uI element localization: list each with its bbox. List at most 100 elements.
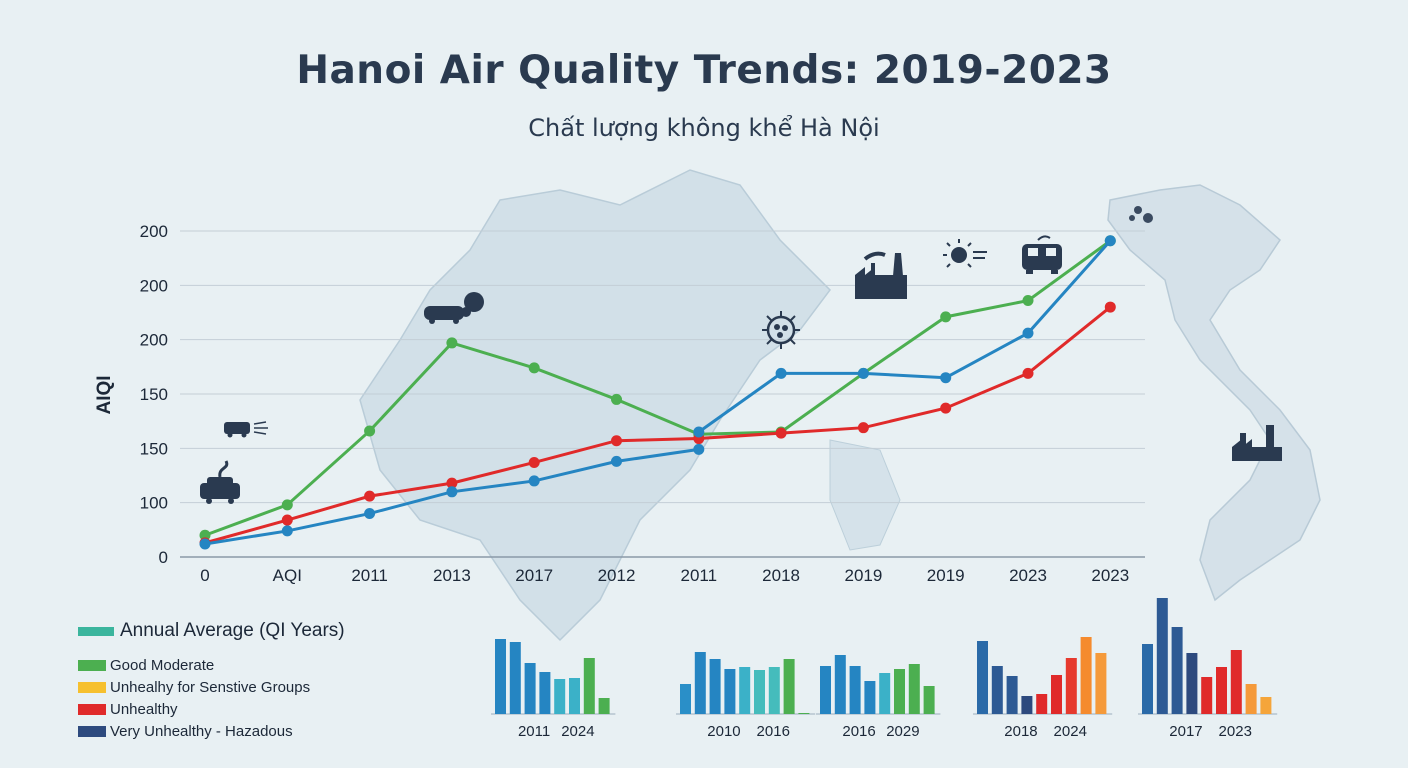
bar xyxy=(908,664,920,714)
data-point xyxy=(1104,301,1116,313)
bar xyxy=(1260,697,1272,714)
x-tick-label: 2012 xyxy=(598,566,636,585)
bar-group-label: 2016 xyxy=(842,723,875,740)
virus-icon xyxy=(762,311,800,349)
legend-label: Good Moderate xyxy=(110,656,215,674)
legend-main-label: Annual Average (QI Years) xyxy=(120,620,345,641)
chart-title: Hanoi Air Quality Trends: 2019-2023 xyxy=(296,48,1112,93)
bar xyxy=(1171,627,1183,714)
bar xyxy=(1186,653,1198,714)
bar xyxy=(923,686,935,714)
bar-group-label: 2016 xyxy=(757,723,790,740)
series-line xyxy=(204,305,1112,545)
legend-label: Unhealthy xyxy=(110,700,178,718)
y-tick-label: 200 xyxy=(140,276,168,295)
legend-item-very-unhealthy: Very Unhealthy - Hazadous xyxy=(78,720,345,742)
data-point xyxy=(281,499,293,511)
data-point xyxy=(364,508,376,520)
data-point xyxy=(528,456,540,468)
bar xyxy=(1156,598,1168,714)
bar xyxy=(864,681,876,714)
data-point xyxy=(693,443,705,455)
bar xyxy=(1142,644,1153,714)
data-point xyxy=(775,367,787,379)
data-point xyxy=(281,525,293,537)
bar xyxy=(509,642,521,714)
car-pollution-icon xyxy=(424,292,484,324)
bar xyxy=(849,666,861,714)
bar xyxy=(1080,637,1092,714)
factory-icon xyxy=(855,251,907,299)
data-point xyxy=(528,362,540,374)
bar xyxy=(1201,677,1213,714)
y-tick-label: 150 xyxy=(140,385,168,404)
data-point xyxy=(446,477,458,489)
bar xyxy=(524,663,536,714)
x-tick-label: 2023 xyxy=(1091,566,1129,585)
bar-group-label: 2017 xyxy=(1169,723,1202,740)
legend-label: Very Unhealthy - Hazadous xyxy=(110,722,293,740)
y-tick-label: 200 xyxy=(140,331,168,350)
x-tick-label: 0 xyxy=(200,566,209,585)
data-point xyxy=(528,475,540,487)
legend-swatch xyxy=(78,626,114,636)
data-point xyxy=(775,427,787,439)
bar-group-label: 2024 xyxy=(561,723,594,740)
bar-group-label: 2010 xyxy=(707,723,740,740)
x-tick-label: 2013 xyxy=(433,566,471,585)
data-point xyxy=(857,422,869,434)
x-tick-label: 2018 xyxy=(762,566,800,585)
data-point xyxy=(693,426,705,438)
vietnam-map xyxy=(1107,184,1321,602)
x-tick-label: 2011 xyxy=(681,566,718,585)
bar xyxy=(554,679,566,714)
data-point xyxy=(199,529,211,541)
x-tick-label: 2019 xyxy=(927,566,965,585)
legend-main: Annual Average (QI Years) xyxy=(78,620,345,642)
bar xyxy=(1065,658,1077,714)
data-point xyxy=(1022,367,1034,379)
data-point xyxy=(940,311,952,323)
y-tick-label: 200 xyxy=(140,222,168,241)
bar xyxy=(694,652,706,714)
bar-group-label: 2023 xyxy=(1219,723,1252,740)
bar-group-label: 2024 xyxy=(1054,723,1087,740)
data-point xyxy=(446,337,458,349)
bar xyxy=(539,672,551,714)
x-tick-label: 2011 xyxy=(351,566,388,585)
y-tick-label: 100 xyxy=(140,494,168,513)
sun-haze-icon xyxy=(943,239,987,268)
legend-label: Unhealhy for Senstive Groups xyxy=(110,678,311,696)
data-point xyxy=(611,455,622,467)
virus-cluster-icon xyxy=(1129,206,1153,223)
bar-group-label: 2029 xyxy=(886,723,919,740)
bar xyxy=(879,673,891,714)
series-line xyxy=(204,239,1112,537)
x-tick-label: 2017 xyxy=(515,566,553,585)
legend-swatch xyxy=(78,681,106,693)
legend: Annual Average (QI Years) Good Moderate … xyxy=(78,620,345,742)
bar xyxy=(977,641,988,714)
bar xyxy=(768,667,780,714)
bar xyxy=(569,678,580,714)
data-point xyxy=(199,538,211,550)
data-point xyxy=(857,367,869,379)
bus-icon xyxy=(1022,235,1062,274)
bar-group-label: 2011 xyxy=(518,723,550,740)
car-exhaust-icon xyxy=(224,421,268,438)
car-smoke-icon xyxy=(200,460,240,504)
legend-swatch xyxy=(78,703,106,715)
bar xyxy=(1051,675,1062,714)
hanoi-region-map xyxy=(359,169,831,642)
bar xyxy=(598,698,610,714)
bar xyxy=(709,659,721,714)
bar xyxy=(798,713,810,714)
series-line xyxy=(697,239,1112,434)
data-point xyxy=(281,514,293,526)
bar xyxy=(1095,653,1107,714)
bar-group-label: 2018 xyxy=(1004,723,1037,740)
bar xyxy=(834,655,846,714)
y-axis-label: AIQI xyxy=(94,375,115,414)
